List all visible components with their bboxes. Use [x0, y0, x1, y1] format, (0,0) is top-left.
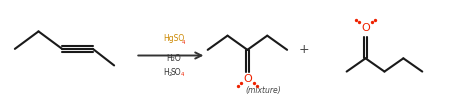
Text: 4: 4 [182, 40, 185, 45]
Text: O: O [361, 23, 370, 33]
Text: (mixture): (mixture) [245, 86, 281, 95]
Text: SO: SO [171, 68, 182, 77]
Text: O: O [243, 74, 252, 84]
Text: 4: 4 [181, 72, 184, 77]
Text: +: + [299, 43, 310, 56]
Text: H: H [164, 68, 170, 77]
Text: HgSO: HgSO [164, 34, 185, 43]
Text: 2: 2 [168, 72, 172, 77]
Text: H₂O: H₂O [166, 54, 181, 63]
